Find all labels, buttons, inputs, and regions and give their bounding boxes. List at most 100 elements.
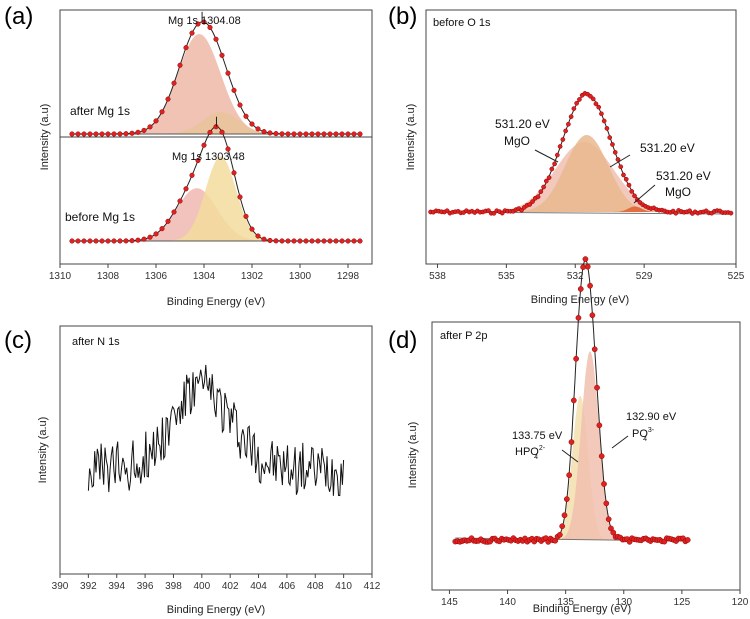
panel-a-after-point-24 [213, 36, 219, 42]
panel-a-before-point-3 [87, 238, 93, 244]
panel-a-before-point-14 [153, 231, 159, 237]
panel-a-after-point-1 [75, 131, 81, 137]
panel-b-point-61 [596, 104, 602, 110]
panel-b-annotation-1: 531.20 eV [495, 117, 550, 131]
panel-a-xlabel: Binding Energy (eV) [167, 296, 265, 308]
panel-c-tick-label-398: 398 [165, 581, 182, 592]
panel-c-tick-label-408: 408 [307, 581, 324, 592]
panel-a-after-point-44 [333, 131, 339, 137]
panel-c-ylabel: Intensity (a.u) [37, 417, 49, 484]
panel-d-point-51 [570, 397, 577, 404]
panel-d-annotation-hpo-energy: 133.75 eV [512, 430, 563, 442]
panel-c-tick-label-404: 404 [250, 581, 267, 592]
panel-a-after-point-33 [267, 130, 273, 136]
panel-b-point-71 [623, 176, 629, 182]
panel-c-title: after N 1s [72, 336, 120, 348]
panel-c-tick-label-394: 394 [108, 581, 125, 592]
panel-b-tick-label-532: 532 [567, 271, 584, 282]
panel-c-letter: (c) [4, 327, 32, 354]
panel-b-point-47 [557, 144, 563, 149]
panel-a-before-point-11 [135, 237, 141, 243]
panel-a-before-point-12 [141, 236, 147, 242]
panel-a-tick-label-1304: 1304 [193, 271, 216, 282]
panel-a-before-point-10 [129, 238, 135, 244]
panel-d-arrow-2 [611, 435, 629, 449]
panel-d-point-50 [568, 439, 575, 445]
panel-a-before-point-38 [297, 238, 303, 244]
panel-c-xlabel: Binding Energy (eV) [167, 604, 265, 616]
panel-a-after-component-1 [72, 34, 360, 134]
panel-a-after-point-38 [297, 131, 303, 137]
panel-a-after-point-43 [327, 131, 333, 137]
panel-b-point-73 [629, 189, 635, 194]
panel-a-after-point-5 [99, 131, 105, 137]
panel-a-before-point-37 [291, 238, 297, 244]
panel-a-before-point-26 [225, 146, 231, 152]
panel-d-point-45 [556, 531, 563, 538]
panel-b-point-66 [610, 142, 615, 147]
panel-b-point-72 [626, 182, 632, 188]
panel-a-after-point-8 [117, 131, 123, 137]
panel-d-point-52 [573, 355, 579, 362]
panel-a-after-point-46 [345, 131, 351, 137]
panel-d-tick-label-130: 130 [615, 597, 632, 608]
panel-c-tick-label-392: 392 [80, 581, 97, 592]
panel-d-point-100 [684, 537, 691, 543]
panel-d-tick-label-140: 140 [499, 597, 516, 608]
panel-a-after-point-36 [285, 131, 291, 137]
panel-b-point-65 [607, 135, 613, 140]
panel-d-point-53 [575, 314, 582, 321]
panel-d-tick-label-120: 120 [732, 597, 749, 608]
panel-b-point-89 [673, 210, 679, 216]
panel-a-tick-label-1306: 1306 [145, 271, 168, 282]
panel-a-tick-label-1302: 1302 [241, 271, 264, 282]
panel-b-tick-label-529: 529 [636, 271, 653, 282]
panel-d-frame [431, 321, 741, 591]
panel-a-after-point-4 [93, 131, 99, 137]
panel-d-annotation-po-energy: 132.90 eV [626, 411, 677, 423]
panel-b-ylabel: Intensity (a.u) [405, 104, 417, 171]
panel-d-point-48 [563, 496, 570, 502]
panel-a-before-point-41 [315, 238, 321, 244]
panel-a-before-point-39 [303, 238, 309, 244]
panel-a-before-point-17 [171, 209, 177, 215]
panel-a-after-point-34 [273, 131, 279, 137]
panel-a-after-point-29 [243, 113, 249, 119]
panel-a-series-label-before: before Mg 1s [65, 210, 135, 224]
panel-c-tick-label-410: 410 [335, 581, 352, 592]
panel-a-after-point-2 [81, 131, 87, 137]
panel-d-tick-label-145: 145 [441, 597, 458, 608]
panel-a-after-point-48 [357, 131, 363, 137]
panel-a-after-point-42 [321, 131, 327, 137]
panel-a-before-point-28 [237, 194, 243, 200]
panel-c-frame [59, 325, 373, 575]
panel-a-after-point-14 [153, 118, 159, 124]
panel-b-plot [428, 91, 734, 216]
panel-a-before-point-30 [249, 226, 255, 232]
panel-a-before-point-23 [207, 129, 213, 135]
panel-a-after-point-37 [291, 131, 297, 137]
panel-a-before-point-36 [285, 238, 291, 244]
panel-d-letter: (d) [388, 327, 417, 354]
panel-d: (d) after P 2p 145 140 135 130 125 120 Bindin… [388, 256, 749, 615]
panel-a-before-point-6 [105, 238, 111, 244]
panel-b-annotation-2: MgO [504, 134, 530, 148]
panel-a-tick-label-1310: 1310 [49, 271, 72, 282]
panel-c-tick-label-390: 390 [52, 581, 69, 592]
panel-b-point-44 [549, 166, 555, 172]
panel-b-tick-label-538: 538 [429, 271, 446, 282]
panel-a-after-point-35 [279, 131, 285, 137]
panel-b-annotation-3: 531.20 eV [640, 141, 695, 155]
panel-a-after-point-31 [255, 126, 261, 132]
panel-d-point-58 [587, 282, 593, 289]
panel-a-before-point-43 [327, 238, 333, 244]
panel-a-x-ticks: 1310 1308 1306 1304 1302 1300 1298 [49, 264, 360, 282]
panel-a-tick-label-1308: 1308 [97, 271, 120, 282]
panel-b-point-62 [599, 111, 604, 117]
panel-a-after-point-22 [201, 19, 207, 25]
panel-a-after-point-3 [87, 131, 93, 137]
panel-d-point-46 [559, 523, 566, 530]
panel-c-tick-label-400: 400 [193, 581, 210, 592]
panel-a-before-point-31 [255, 233, 261, 239]
panel-b-point-51 [568, 114, 574, 120]
